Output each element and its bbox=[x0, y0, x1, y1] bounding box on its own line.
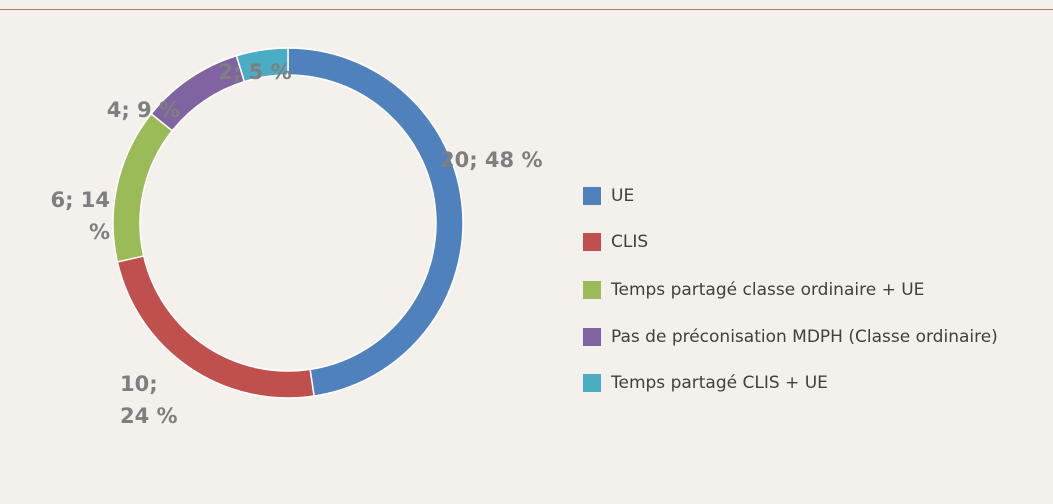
legend-label: Temps partagé classe ordinaire + UE bbox=[611, 280, 925, 300]
legend-label: CLIS bbox=[611, 232, 649, 252]
legend-item: CLIS bbox=[583, 232, 648, 252]
data-label: 6; 14 % bbox=[50, 188, 110, 244]
legend-item: UE bbox=[583, 186, 634, 206]
legend-swatch bbox=[583, 233, 601, 251]
data-label: 4; 9 % bbox=[106, 98, 180, 122]
data-label: 10; 24 % bbox=[120, 372, 178, 428]
legend-label: UE bbox=[611, 186, 635, 206]
legend-label: Pas de préconisation MDPH (Classe ordina… bbox=[611, 327, 998, 347]
donut-slice bbox=[287, 47, 464, 397]
data-label: 20; 48 % bbox=[440, 148, 543, 172]
top-rule bbox=[0, 9, 1053, 10]
legend-item: Pas de préconisation MDPH (Classe ordina… bbox=[583, 327, 998, 347]
legend-swatch bbox=[583, 281, 601, 299]
legend-swatch bbox=[583, 187, 601, 205]
legend-swatch bbox=[583, 328, 601, 346]
legend-label: Temps partagé CLIS + UE bbox=[611, 373, 828, 393]
legend-swatch bbox=[583, 374, 601, 392]
data-label: 2; 5 % bbox=[218, 60, 292, 84]
donut-slice bbox=[235, 47, 289, 83]
legend-item: Temps partagé CLIS + UE bbox=[583, 373, 828, 393]
donut-slice bbox=[112, 112, 174, 263]
legend-item: Temps partagé classe ordinaire + UE bbox=[583, 280, 924, 300]
